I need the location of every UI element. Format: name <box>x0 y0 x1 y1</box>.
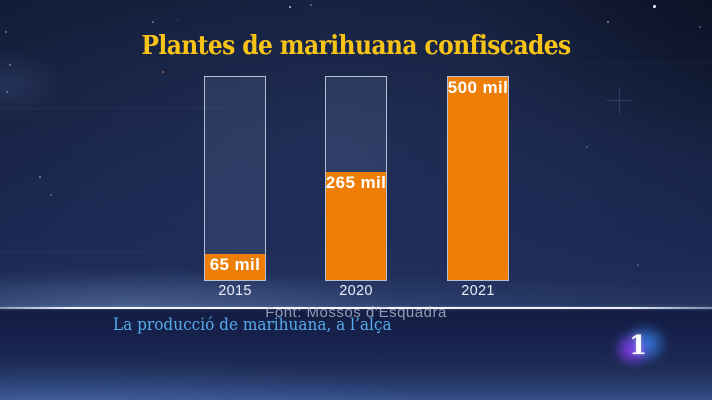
crosshair-decoration <box>606 100 633 101</box>
crosshair-decoration <box>619 87 620 114</box>
star-dot <box>6 91 8 93</box>
star-dot <box>289 6 291 8</box>
channel-logo-la1: 1 <box>612 323 668 368</box>
star-dot <box>177 19 178 20</box>
bar-track-2015: 65 mil <box>204 76 266 281</box>
lower-third-divider <box>0 307 712 309</box>
star-dot <box>653 5 656 8</box>
star-dot <box>586 146 588 148</box>
star-dot <box>9 64 11 66</box>
bar-fill-2020: 265 mil <box>326 172 386 280</box>
star-dot <box>310 4 312 6</box>
star-dot <box>5 31 7 33</box>
bar-track-2020: 265 mil <box>325 76 387 281</box>
light-streak <box>0 116 180 117</box>
star-dot <box>699 26 701 28</box>
lower-third-band <box>0 309 712 400</box>
axis-label-2021: 2021 <box>461 283 495 299</box>
bar-value-label: 265 mil <box>325 173 387 193</box>
light-streak <box>582 62 712 63</box>
axis-label-2020: 2020 <box>339 283 373 299</box>
bar-fill-2015: 65 mil <box>205 253 265 280</box>
bar-fill-2021: 500 mil <box>448 77 508 280</box>
bar-value-label: 65 mil <box>209 254 261 274</box>
star-dot <box>152 21 154 23</box>
chart-source: Font: Mossos d’Esquadra <box>265 304 447 321</box>
star-dot <box>637 264 639 266</box>
logo-digit: 1 <box>628 331 648 361</box>
light-streak <box>0 108 225 109</box>
star-dot <box>162 71 164 73</box>
lower-third-caption: La producció de marihuana, a l’alça <box>113 315 392 335</box>
logo-glow <box>612 323 668 368</box>
star-dot <box>607 21 609 23</box>
star-dot <box>50 194 52 196</box>
star-dot <box>39 176 41 178</box>
chart-title: Plantes de marihuana confiscades <box>141 31 571 61</box>
bar-track-2021: 500 mil <box>447 76 509 281</box>
axis-label-2015: 2015 <box>218 283 252 299</box>
bar-value-label: 500 mil <box>447 78 509 97</box>
light-streak <box>0 251 150 252</box>
